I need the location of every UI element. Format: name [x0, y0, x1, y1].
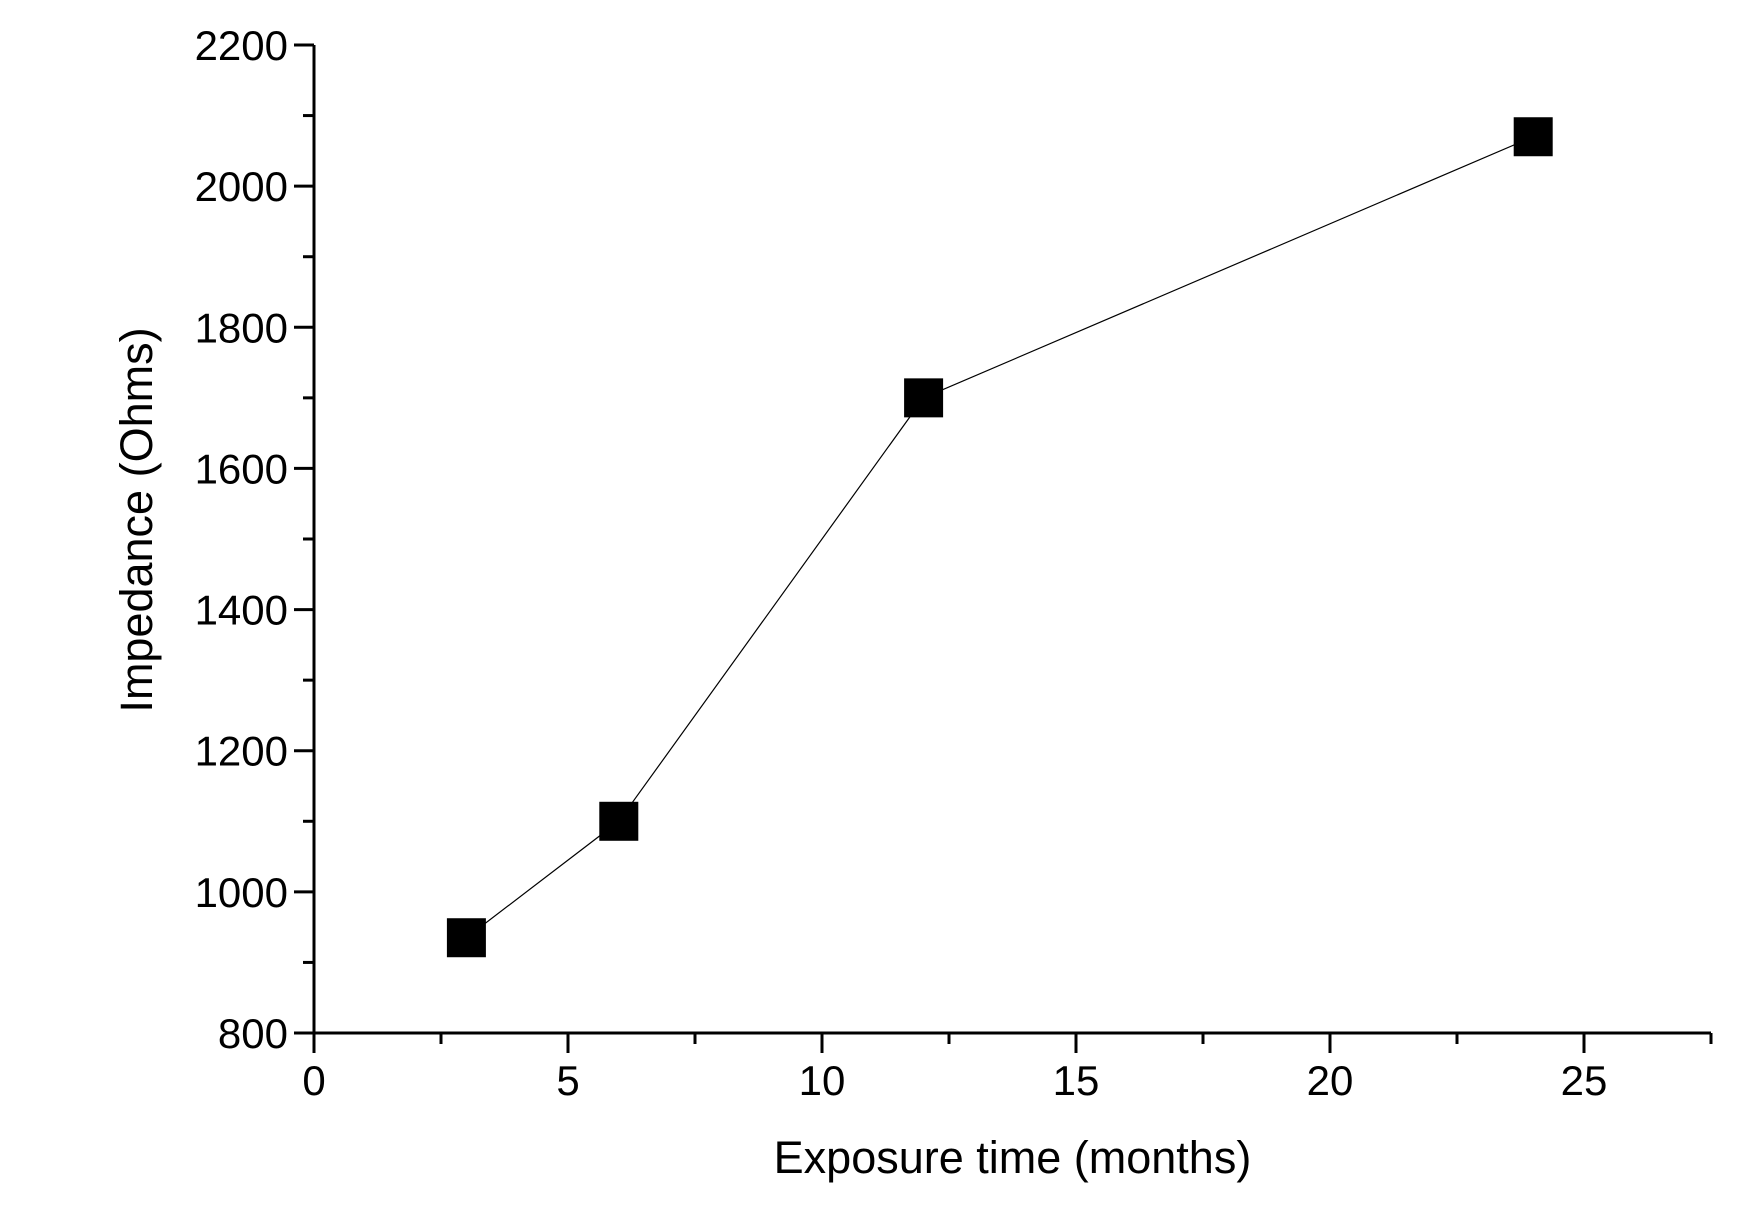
data-point-marker [904, 378, 944, 418]
x-tick-label: 10 [799, 1057, 846, 1104]
y-tick-label: 2000 [195, 163, 288, 210]
x-tick-label: 25 [1561, 1057, 1608, 1104]
data-point-marker [599, 801, 639, 841]
y-tick-label: 2200 [195, 22, 288, 69]
data-point-marker [446, 918, 486, 958]
data-point-marker [1513, 117, 1553, 157]
x-tick-label: 15 [1053, 1057, 1100, 1104]
x-tick-label: 5 [556, 1057, 579, 1104]
x-tick-label: 20 [1307, 1057, 1354, 1104]
y-tick-label: 1400 [195, 587, 288, 634]
x-tick-label: 0 [302, 1057, 325, 1104]
y-tick-label: 1800 [195, 304, 288, 351]
y-tick-label: 1600 [195, 445, 288, 492]
series-line [466, 136, 1534, 939]
x-axis-title: Exposure time (months) [774, 1132, 1252, 1183]
y-tick-label: 800 [218, 1010, 288, 1057]
y-tick-label: 1000 [195, 869, 288, 916]
y-tick-label: 1200 [195, 728, 288, 775]
y-axis-title: Impedance (Ohms) [111, 327, 162, 712]
